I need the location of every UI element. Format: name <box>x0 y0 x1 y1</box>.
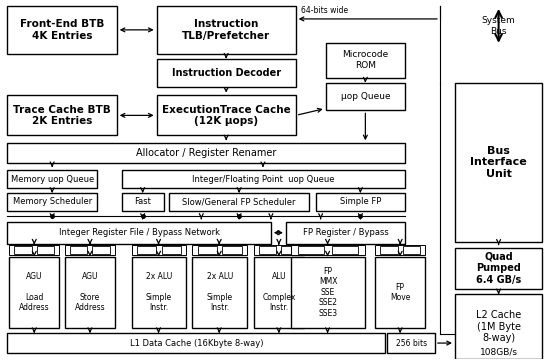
Text: 2x ALU

Simple
Instr.: 2x ALU Simple Instr. <box>207 272 233 312</box>
Text: FP
Move: FP Move <box>390 283 410 302</box>
Bar <box>455 294 542 359</box>
Bar <box>7 170 97 188</box>
Text: Integer Register File / Bypass Network: Integer Register File / Bypass Network <box>59 228 219 237</box>
Text: Bus
Interface
Unit: Bus Interface Unit <box>470 145 527 179</box>
Text: 2x ALU

Simple
Instr.: 2x ALU Simple Instr. <box>146 272 172 312</box>
Text: Simple FP: Simple FP <box>340 197 381 206</box>
Bar <box>169 193 309 211</box>
Text: FP Register / Bypass: FP Register / Bypass <box>302 228 388 237</box>
Bar <box>375 245 425 255</box>
Bar <box>131 245 186 255</box>
Text: 64-bits wide: 64-bits wide <box>301 6 348 15</box>
Text: Fast: Fast <box>134 197 151 206</box>
Bar <box>7 95 117 135</box>
Bar <box>282 246 299 253</box>
Bar <box>332 246 358 253</box>
Bar <box>157 59 296 86</box>
Bar <box>65 257 115 328</box>
Text: Instruction
TLB/Prefetcher: Instruction TLB/Prefetcher <box>182 19 270 41</box>
Text: Memory uop Queue: Memory uop Queue <box>10 175 94 184</box>
Bar <box>7 6 117 54</box>
Bar <box>92 246 110 253</box>
Text: Allocator / Register Renamer: Allocator / Register Renamer <box>136 148 277 158</box>
Bar <box>291 245 365 255</box>
Text: Integer/Floating Point  uop Queue: Integer/Floating Point uop Queue <box>192 175 335 184</box>
Text: L1 Data Cache (16Kbyte 8-way): L1 Data Cache (16Kbyte 8-way) <box>130 338 263 347</box>
Bar <box>455 82 542 242</box>
Bar <box>254 245 304 255</box>
Bar <box>157 95 296 135</box>
Bar <box>192 257 247 328</box>
Bar <box>70 246 87 253</box>
Bar <box>326 43 405 78</box>
Bar <box>122 193 163 211</box>
Text: Instruction Decoder: Instruction Decoder <box>172 68 280 78</box>
Text: FP
MMX
SSE
SSE2
SSE3: FP MMX SSE SSE2 SSE3 <box>318 267 338 318</box>
Bar <box>9 245 59 255</box>
Bar <box>375 257 425 328</box>
Text: Quad
Pumped
6.4 GB/s: Quad Pumped 6.4 GB/s <box>476 252 521 285</box>
Bar <box>157 6 296 54</box>
Bar <box>37 246 54 253</box>
Bar <box>403 246 420 253</box>
Bar <box>137 246 156 253</box>
Bar <box>222 246 241 253</box>
Bar <box>7 222 271 244</box>
Bar <box>192 245 247 255</box>
Bar <box>7 193 97 211</box>
Bar <box>9 257 59 328</box>
Text: μop Queue: μop Queue <box>340 92 390 101</box>
Bar <box>198 246 217 253</box>
Text: ExecutionTrace Cache
(12K μops): ExecutionTrace Cache (12K μops) <box>162 104 290 126</box>
Bar <box>380 246 398 253</box>
Text: System
Bus: System Bus <box>482 16 515 36</box>
Text: Memory Scheduler: Memory Scheduler <box>13 197 92 206</box>
Bar <box>254 257 304 328</box>
Bar <box>7 333 385 353</box>
Bar <box>387 333 435 353</box>
Bar <box>65 245 115 255</box>
Bar <box>326 82 405 111</box>
Bar <box>131 257 186 328</box>
Bar <box>298 246 324 253</box>
Bar <box>162 246 181 253</box>
Text: Trace Cache BTB
2K Entries: Trace Cache BTB 2K Entries <box>13 104 111 126</box>
Bar <box>316 193 405 211</box>
Bar <box>7 143 405 163</box>
Bar <box>14 246 32 253</box>
Text: Microcode
ROM: Microcode ROM <box>342 50 388 70</box>
Bar <box>291 257 365 328</box>
Text: 108GB/s: 108GB/s <box>480 347 518 356</box>
Text: AGU

Load
Address: AGU Load Address <box>19 272 50 312</box>
Text: 256 bits: 256 bits <box>395 338 427 347</box>
Text: Slow/General FP Scheduler: Slow/General FP Scheduler <box>183 197 296 206</box>
Bar <box>455 248 542 289</box>
Text: ALU

Complex
Instr.: ALU Complex Instr. <box>262 272 295 312</box>
Bar <box>286 222 405 244</box>
Text: AGU

Store
Address: AGU Store Address <box>75 272 105 312</box>
Bar <box>122 170 405 188</box>
Text: Front-End BTB
4K Entries: Front-End BTB 4K Entries <box>20 19 104 41</box>
Text: L2 Cache
(1M Byte
8-way): L2 Cache (1M Byte 8-way) <box>476 310 521 343</box>
Bar <box>259 246 276 253</box>
